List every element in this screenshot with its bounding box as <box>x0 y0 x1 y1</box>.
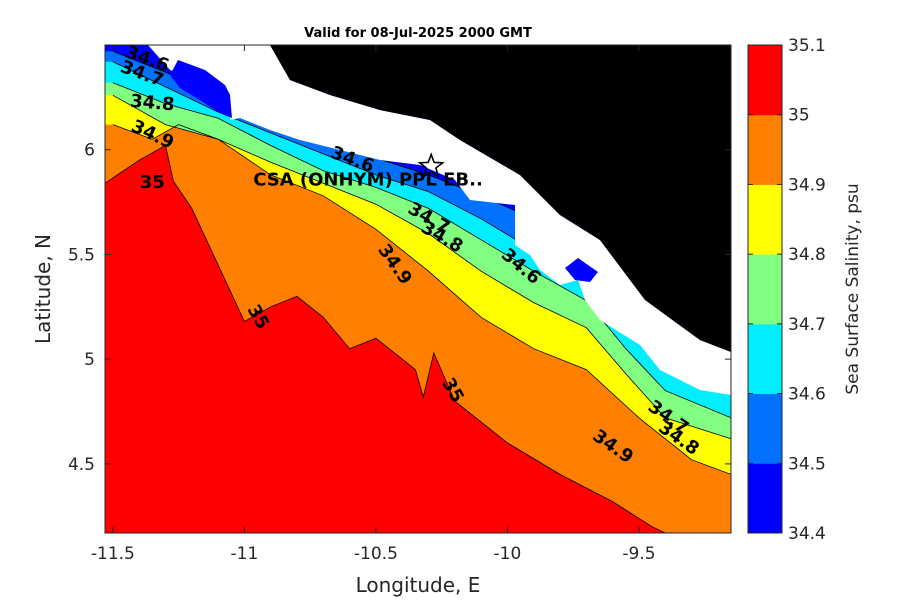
y-axis-label: Latitude, N <box>31 234 55 344</box>
colorbar-tick-label: 34.8 <box>788 245 826 265</box>
colorbar-swatch <box>748 254 782 325</box>
colorbar-tick-label: 34.6 <box>788 385 826 405</box>
y-axis: 4.5 5 5.5 6 <box>68 141 731 475</box>
chart-title: Valid for 08-Jul-2025 2000 GMT <box>304 26 532 41</box>
colorbar-swatch <box>748 114 782 185</box>
station-marker: CSA (ONHYM) PPL EB.. <box>253 152 483 191</box>
plot-frame <box>104 44 732 534</box>
contour-line <box>105 144 666 533</box>
x-tick-label: -10.5 <box>354 544 398 564</box>
star-icon <box>417 152 445 179</box>
y-tick-label: 4.5 <box>68 455 95 475</box>
x-tick-label: -11.5 <box>91 544 135 564</box>
y-tick-label: 6 <box>84 141 95 161</box>
contour-line <box>112 82 731 419</box>
colorbar-label: Sea Surface Salinity, psu <box>843 183 863 394</box>
colorbar-frame <box>747 44 783 534</box>
colorbar-swatch <box>748 323 782 395</box>
low-salinity-patch-east <box>565 258 598 282</box>
x-tick-label: -9.5 <box>622 544 655 564</box>
colorbar-swatch <box>748 393 782 464</box>
y-tick-label: 5.5 <box>68 245 95 265</box>
low-salinity-patch <box>170 60 232 118</box>
x-tick-label: -11 <box>231 544 259 564</box>
colorbar-tick-label: 35.1 <box>788 36 826 56</box>
y-tick-label: 5 <box>84 350 95 370</box>
colorbar-tick-label: 34.9 <box>788 175 826 195</box>
x-axis: -11.5 -11 -10.5 -10 -9.5 <box>91 45 656 564</box>
colorbar-tick-label: 34.5 <box>788 454 826 474</box>
plot-area: 34.634.734.834.93534.634.734.834.93534.6… <box>105 45 731 533</box>
colorbar-swatch <box>748 184 782 255</box>
x-tick-label: -10 <box>494 544 522 564</box>
nodata-strip <box>148 45 731 395</box>
colorbar-tick-label: 35 <box>788 106 810 126</box>
contour-label: 34.8 <box>129 91 175 116</box>
colorbar-tick-label: 34.4 <box>788 524 826 544</box>
contour-line <box>112 124 731 475</box>
colorbar-swatch <box>748 45 782 116</box>
station-label: CSA (ONHYM) PPL EB.. <box>253 170 483 191</box>
x-axis-label: Longitude, E <box>356 573 481 597</box>
colorbar-swatch <box>748 463 782 534</box>
contour-label: 35 <box>140 172 165 193</box>
land-mass <box>270 45 731 352</box>
colorbar-tick-label: 34.7 <box>788 315 826 335</box>
colorbar: 34.4 34.5 34.6 34.7 34.8 34.9 35 35.1 <box>747 36 826 544</box>
